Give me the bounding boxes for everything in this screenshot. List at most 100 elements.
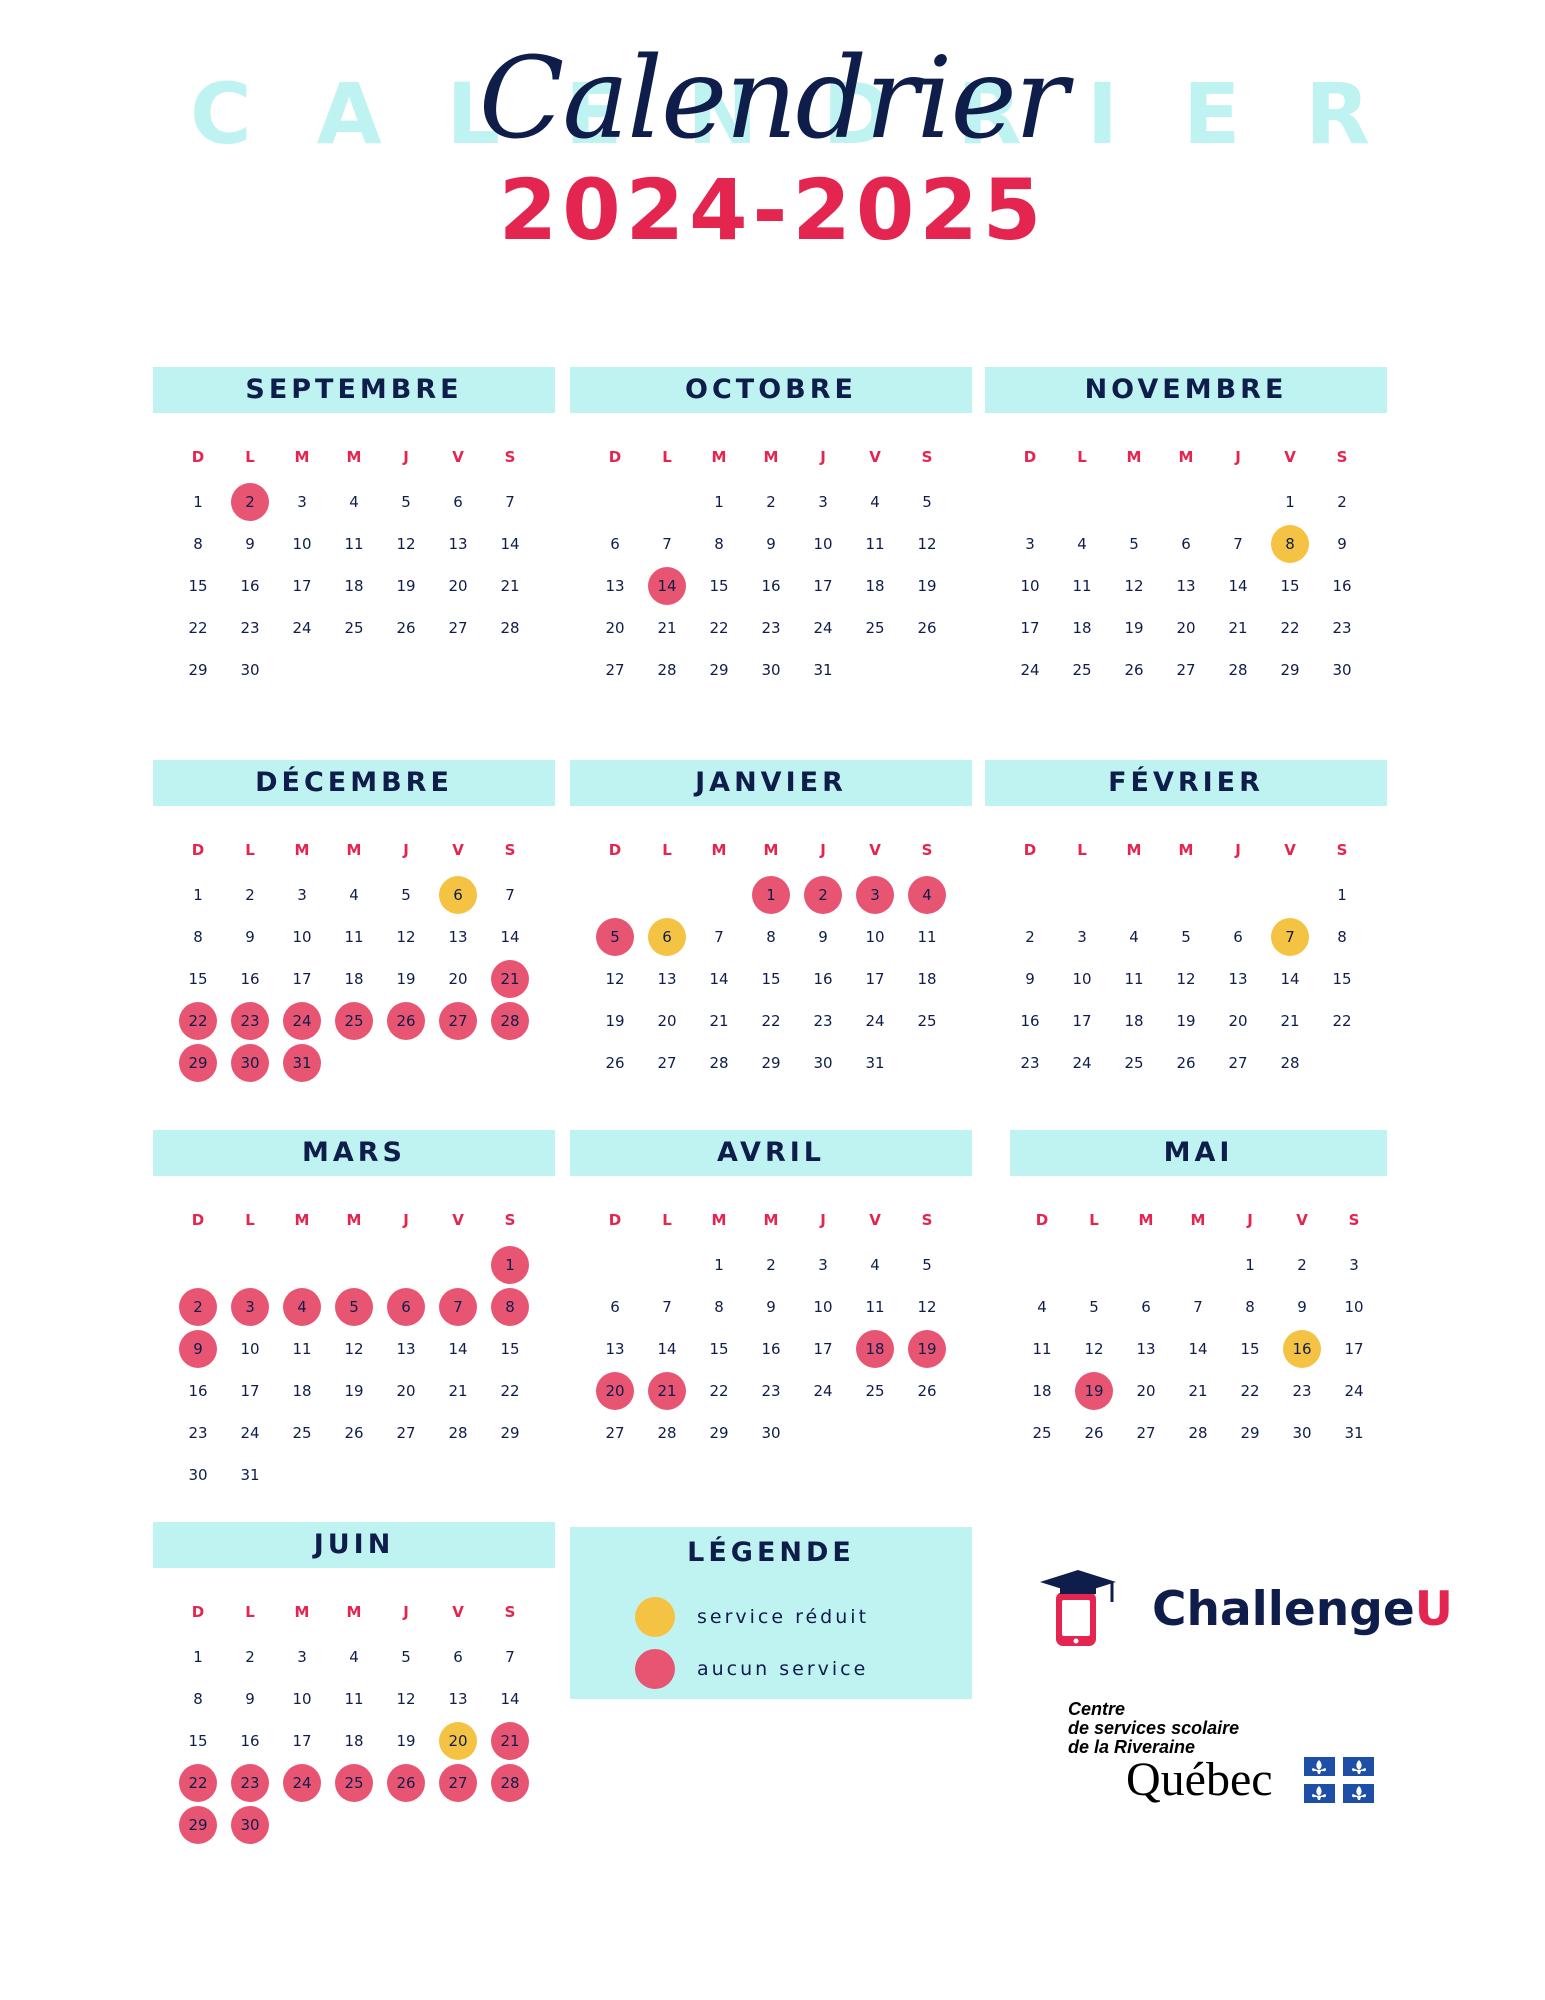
day-number: 9 bbox=[766, 535, 776, 553]
day-number: 17 bbox=[813, 1340, 833, 1358]
weekday-label: M bbox=[1126, 448, 1142, 466]
weekday-label: M bbox=[346, 1211, 362, 1229]
day-cell: 15 bbox=[693, 1328, 745, 1370]
empty-day-cell bbox=[1264, 874, 1316, 916]
day-number: 18 bbox=[344, 970, 364, 988]
day-number: 18 bbox=[865, 577, 885, 595]
day-cell: 27 bbox=[1212, 1042, 1264, 1084]
day-number: 16 bbox=[1292, 1340, 1312, 1358]
day-number: 19 bbox=[396, 1732, 416, 1750]
empty-day-cell bbox=[641, 481, 693, 523]
week-row: 22 23 24 25 26 27 28 bbox=[153, 607, 555, 649]
day-cell: 23 bbox=[745, 607, 797, 649]
day-cell: 7 bbox=[432, 1286, 484, 1328]
day-number: 3 bbox=[1077, 928, 1087, 946]
day-number: 24 bbox=[1344, 1382, 1364, 1400]
empty-day-cell bbox=[1172, 1244, 1224, 1286]
day-number: 13 bbox=[448, 928, 468, 946]
day-number: 5 bbox=[610, 928, 620, 946]
day-cell: 17 bbox=[224, 1370, 276, 1412]
weekday-label: S bbox=[1336, 841, 1348, 859]
empty-day-cell bbox=[432, 1244, 484, 1286]
day-cell: 11 bbox=[1108, 958, 1160, 1000]
day-cell: 7 bbox=[484, 481, 536, 523]
day-number: 22 bbox=[500, 1382, 520, 1400]
day-cell: 26 bbox=[1068, 1412, 1120, 1454]
weekday-label: J bbox=[403, 448, 409, 466]
day-number: 19 bbox=[396, 970, 416, 988]
day-number: 24 bbox=[292, 1774, 312, 1792]
weekday-label: M bbox=[346, 1603, 362, 1621]
day-cell: 31 bbox=[1328, 1412, 1380, 1454]
day-number: 25 bbox=[1124, 1054, 1144, 1072]
weekday-label: J bbox=[820, 448, 826, 466]
week-row: 8 9 10 11 12 13 14 bbox=[153, 1678, 555, 1720]
day-number: 22 bbox=[709, 1382, 729, 1400]
day-cell: 14 bbox=[641, 1328, 693, 1370]
day-cell: 24 bbox=[276, 1000, 328, 1042]
day-number: 7 bbox=[505, 1648, 515, 1666]
day-cell: 14 bbox=[693, 958, 745, 1000]
day-number: 8 bbox=[1245, 1298, 1255, 1316]
day-cell: 6 bbox=[589, 523, 641, 565]
weekday-label: V bbox=[1284, 448, 1296, 466]
day-cell: 14 bbox=[484, 1678, 536, 1720]
day-number: 25 bbox=[344, 1774, 364, 1792]
day-cell: 9 bbox=[172, 1328, 224, 1370]
day-number: 23 bbox=[240, 1774, 260, 1792]
day-cell: 26 bbox=[380, 1000, 432, 1042]
day-cell: 27 bbox=[641, 1042, 693, 1084]
day-cell: 20 bbox=[380, 1370, 432, 1412]
week-row: 23 24 25 26 27 28 bbox=[985, 1042, 1387, 1084]
day-cell: 12 bbox=[380, 916, 432, 958]
day-cell: 10 bbox=[224, 1328, 276, 1370]
fleurdelise-flag-icon bbox=[1304, 1757, 1374, 1803]
day-number: 5 bbox=[922, 1256, 932, 1274]
day-number: 6 bbox=[453, 1648, 463, 1666]
day-cell: 11 bbox=[849, 1286, 901, 1328]
day-number: 31 bbox=[1344, 1424, 1364, 1442]
weekday-label: M bbox=[1190, 1211, 1206, 1229]
week-row: 9 10 11 12 13 14 15 bbox=[153, 1328, 555, 1370]
day-cell: 16 bbox=[745, 565, 797, 607]
month-juin: JUIN D L M M J V S 1 2 3 4 5 6 7 8 9 10 11 12 13 14 15 16 17 18 19… bbox=[153, 1522, 555, 1846]
day-cell: 19 bbox=[901, 1328, 953, 1370]
day-cell: 25 bbox=[276, 1412, 328, 1454]
background-letter: I bbox=[1086, 65, 1119, 163]
day-number: 6 bbox=[453, 886, 463, 904]
day-number: 30 bbox=[761, 1424, 781, 1442]
day-number: 11 bbox=[344, 1690, 364, 1708]
day-number: 22 bbox=[1240, 1382, 1260, 1400]
day-number: 15 bbox=[1240, 1340, 1260, 1358]
day-cell: 8 bbox=[1316, 916, 1368, 958]
week-row: 30 31 bbox=[153, 1454, 555, 1496]
week-row: 22 23 24 25 26 27 28 bbox=[153, 1762, 555, 1804]
week-row: 6 7 8 9 10 11 12 bbox=[570, 1286, 972, 1328]
day-cell: 9 bbox=[1004, 958, 1056, 1000]
day-cell: 2 bbox=[745, 481, 797, 523]
day-cell: 26 bbox=[380, 607, 432, 649]
empty-day-cell bbox=[1108, 481, 1160, 523]
empty-day-cell bbox=[1016, 1244, 1068, 1286]
day-number: 19 bbox=[917, 1340, 937, 1358]
day-number: 16 bbox=[240, 577, 260, 595]
day-cell: 11 bbox=[901, 916, 953, 958]
day-number: 24 bbox=[240, 1424, 260, 1442]
day-cell: 16 bbox=[1316, 565, 1368, 607]
day-number: 25 bbox=[1032, 1424, 1052, 1442]
day-number: 23 bbox=[761, 619, 781, 637]
day-number: 14 bbox=[500, 928, 520, 946]
day-number: 14 bbox=[500, 535, 520, 553]
day-number: 1 bbox=[193, 493, 203, 511]
day-cell: 13 bbox=[1212, 958, 1264, 1000]
day-cell: 10 bbox=[1328, 1286, 1380, 1328]
empty-day-cell bbox=[1056, 874, 1108, 916]
week-row: 11 12 13 14 15 16 17 bbox=[1010, 1328, 1387, 1370]
day-number: 17 bbox=[292, 970, 312, 988]
day-cell: 26 bbox=[901, 1370, 953, 1412]
day-cell: 28 bbox=[693, 1042, 745, 1084]
weekday-label: L bbox=[245, 1211, 255, 1229]
day-number: 14 bbox=[448, 1340, 468, 1358]
day-number: 10 bbox=[865, 928, 885, 946]
day-cell: 25 bbox=[1056, 649, 1108, 691]
